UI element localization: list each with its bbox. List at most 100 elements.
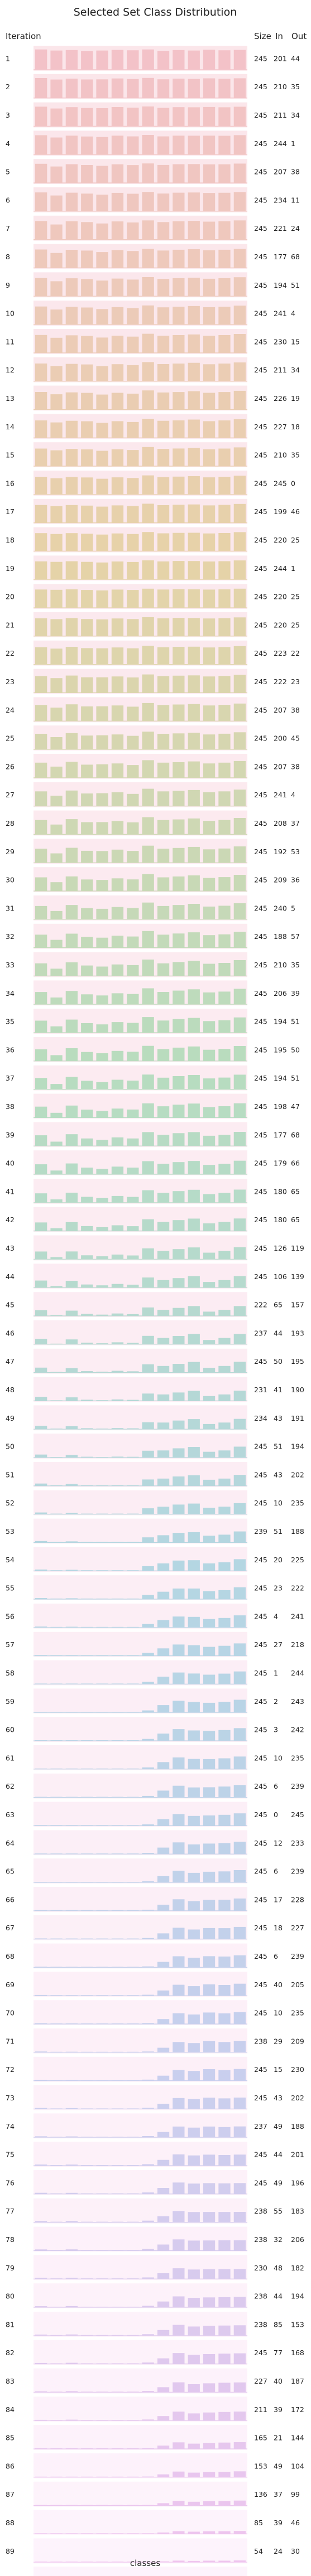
in-value: 194 xyxy=(274,1074,287,1082)
class-bar xyxy=(50,1141,63,1146)
iteration-label: 21 xyxy=(6,621,15,629)
in-value: 195 xyxy=(274,1045,287,1054)
class-bar xyxy=(233,2560,246,2563)
class-bar xyxy=(157,2104,170,2109)
class-bar xyxy=(81,1138,93,1146)
class-bar xyxy=(35,992,47,1005)
class-bar xyxy=(173,221,185,240)
class-bar xyxy=(203,1619,216,1628)
class-bar xyxy=(188,1730,200,1741)
class-bar xyxy=(188,1018,200,1033)
in-value: 49 xyxy=(274,2178,283,2187)
out-value: 51 xyxy=(291,1018,300,1026)
class-bar xyxy=(233,960,246,976)
class-bar xyxy=(173,249,185,268)
out-value: 239 xyxy=(291,1782,304,1790)
row-background xyxy=(34,272,247,298)
iteration-row: 66 245 17 228 xyxy=(6,1887,304,1912)
class-bar xyxy=(218,963,231,976)
class-bar xyxy=(188,2240,200,2251)
class-bar xyxy=(81,706,93,722)
iteration-row: 87 136 37 99 xyxy=(6,2481,300,2507)
class-bar xyxy=(65,647,78,665)
iteration-label: 4 xyxy=(6,139,10,148)
in-value: 241 xyxy=(274,791,287,799)
in-value: 194 xyxy=(274,1018,287,1026)
class-bar xyxy=(218,1135,231,1146)
class-bar xyxy=(173,1133,185,1146)
class-bar xyxy=(142,674,154,693)
iteration-label: 46 xyxy=(6,1329,15,1337)
class-bar xyxy=(142,362,154,381)
size-value: 245 xyxy=(254,2349,267,2357)
class-bar xyxy=(173,990,185,1005)
class-bar xyxy=(157,963,170,976)
class-bar xyxy=(142,2136,154,2138)
class-bar xyxy=(65,2165,78,2166)
class-bar xyxy=(188,761,200,778)
iteration-label: 11 xyxy=(6,337,15,346)
row-background xyxy=(34,2000,247,2025)
class-bar xyxy=(65,848,78,863)
class-bar xyxy=(233,1559,246,1571)
out-value: 209 xyxy=(291,2037,304,2045)
class-bar xyxy=(157,762,170,778)
in-value: 177 xyxy=(274,1131,287,1139)
out-value: 182 xyxy=(291,2264,304,2272)
class-bar xyxy=(188,1503,200,1514)
class-bar xyxy=(188,1218,200,1231)
class-bar xyxy=(65,675,78,693)
class-bar xyxy=(142,1335,154,1344)
in-value: 180 xyxy=(274,1187,287,1195)
iteration-row: 50 245 51 194 xyxy=(6,1434,304,1459)
class-bar xyxy=(157,1990,170,1996)
class-bar xyxy=(173,420,185,438)
out-value: 38 xyxy=(291,168,300,176)
class-bar xyxy=(157,1734,170,1741)
class-bar xyxy=(157,2188,170,2194)
class-bar xyxy=(218,762,231,778)
out-value: 188 xyxy=(291,2122,304,2130)
class-bar xyxy=(157,1020,170,1033)
class-bar xyxy=(142,1277,154,1288)
size-value: 245 xyxy=(254,1810,267,1819)
out-value: 227 xyxy=(291,1924,304,1932)
iteration-row: 73 245 43 202 xyxy=(6,2085,304,2110)
class-bar xyxy=(65,335,78,353)
class-bar xyxy=(50,969,63,976)
in-value: 16 xyxy=(274,2575,283,2576)
iteration-row: 72 245 15 230 xyxy=(6,2056,304,2082)
class-bar xyxy=(35,877,47,891)
class-bar xyxy=(50,478,63,495)
class-bar xyxy=(218,1730,231,1741)
class-bar xyxy=(50,79,63,98)
class-bar xyxy=(142,1966,154,1968)
row-background xyxy=(34,2453,247,2478)
class-bar xyxy=(35,1598,47,1599)
class-bar xyxy=(50,337,63,353)
out-value: 239 xyxy=(291,1867,304,1876)
class-bar xyxy=(142,1132,154,1146)
iteration-label: 85 xyxy=(6,2434,15,2442)
in-value: 220 xyxy=(274,621,287,629)
size-value: 222 xyxy=(254,1301,267,1309)
in-value: 10 xyxy=(274,1754,283,1762)
out-value: 245 xyxy=(291,1810,304,1819)
class-bar xyxy=(188,164,200,183)
class-bar xyxy=(157,1876,170,1882)
class-bar xyxy=(142,2277,154,2279)
class-bar xyxy=(127,308,139,325)
class-bar xyxy=(233,249,246,268)
iteration-label: 64 xyxy=(6,1839,15,1847)
class-bar xyxy=(203,561,216,580)
class-bar xyxy=(96,137,108,155)
class-bar xyxy=(142,1739,154,1741)
size-value: 245 xyxy=(254,621,267,629)
class-bar xyxy=(188,1161,200,1174)
class-bar xyxy=(65,2221,78,2222)
class-bar xyxy=(157,336,170,353)
size-value: 165 xyxy=(254,2434,267,2442)
class-bar xyxy=(203,193,216,211)
out-value: 46 xyxy=(291,2519,300,2527)
class-bar xyxy=(173,164,185,183)
